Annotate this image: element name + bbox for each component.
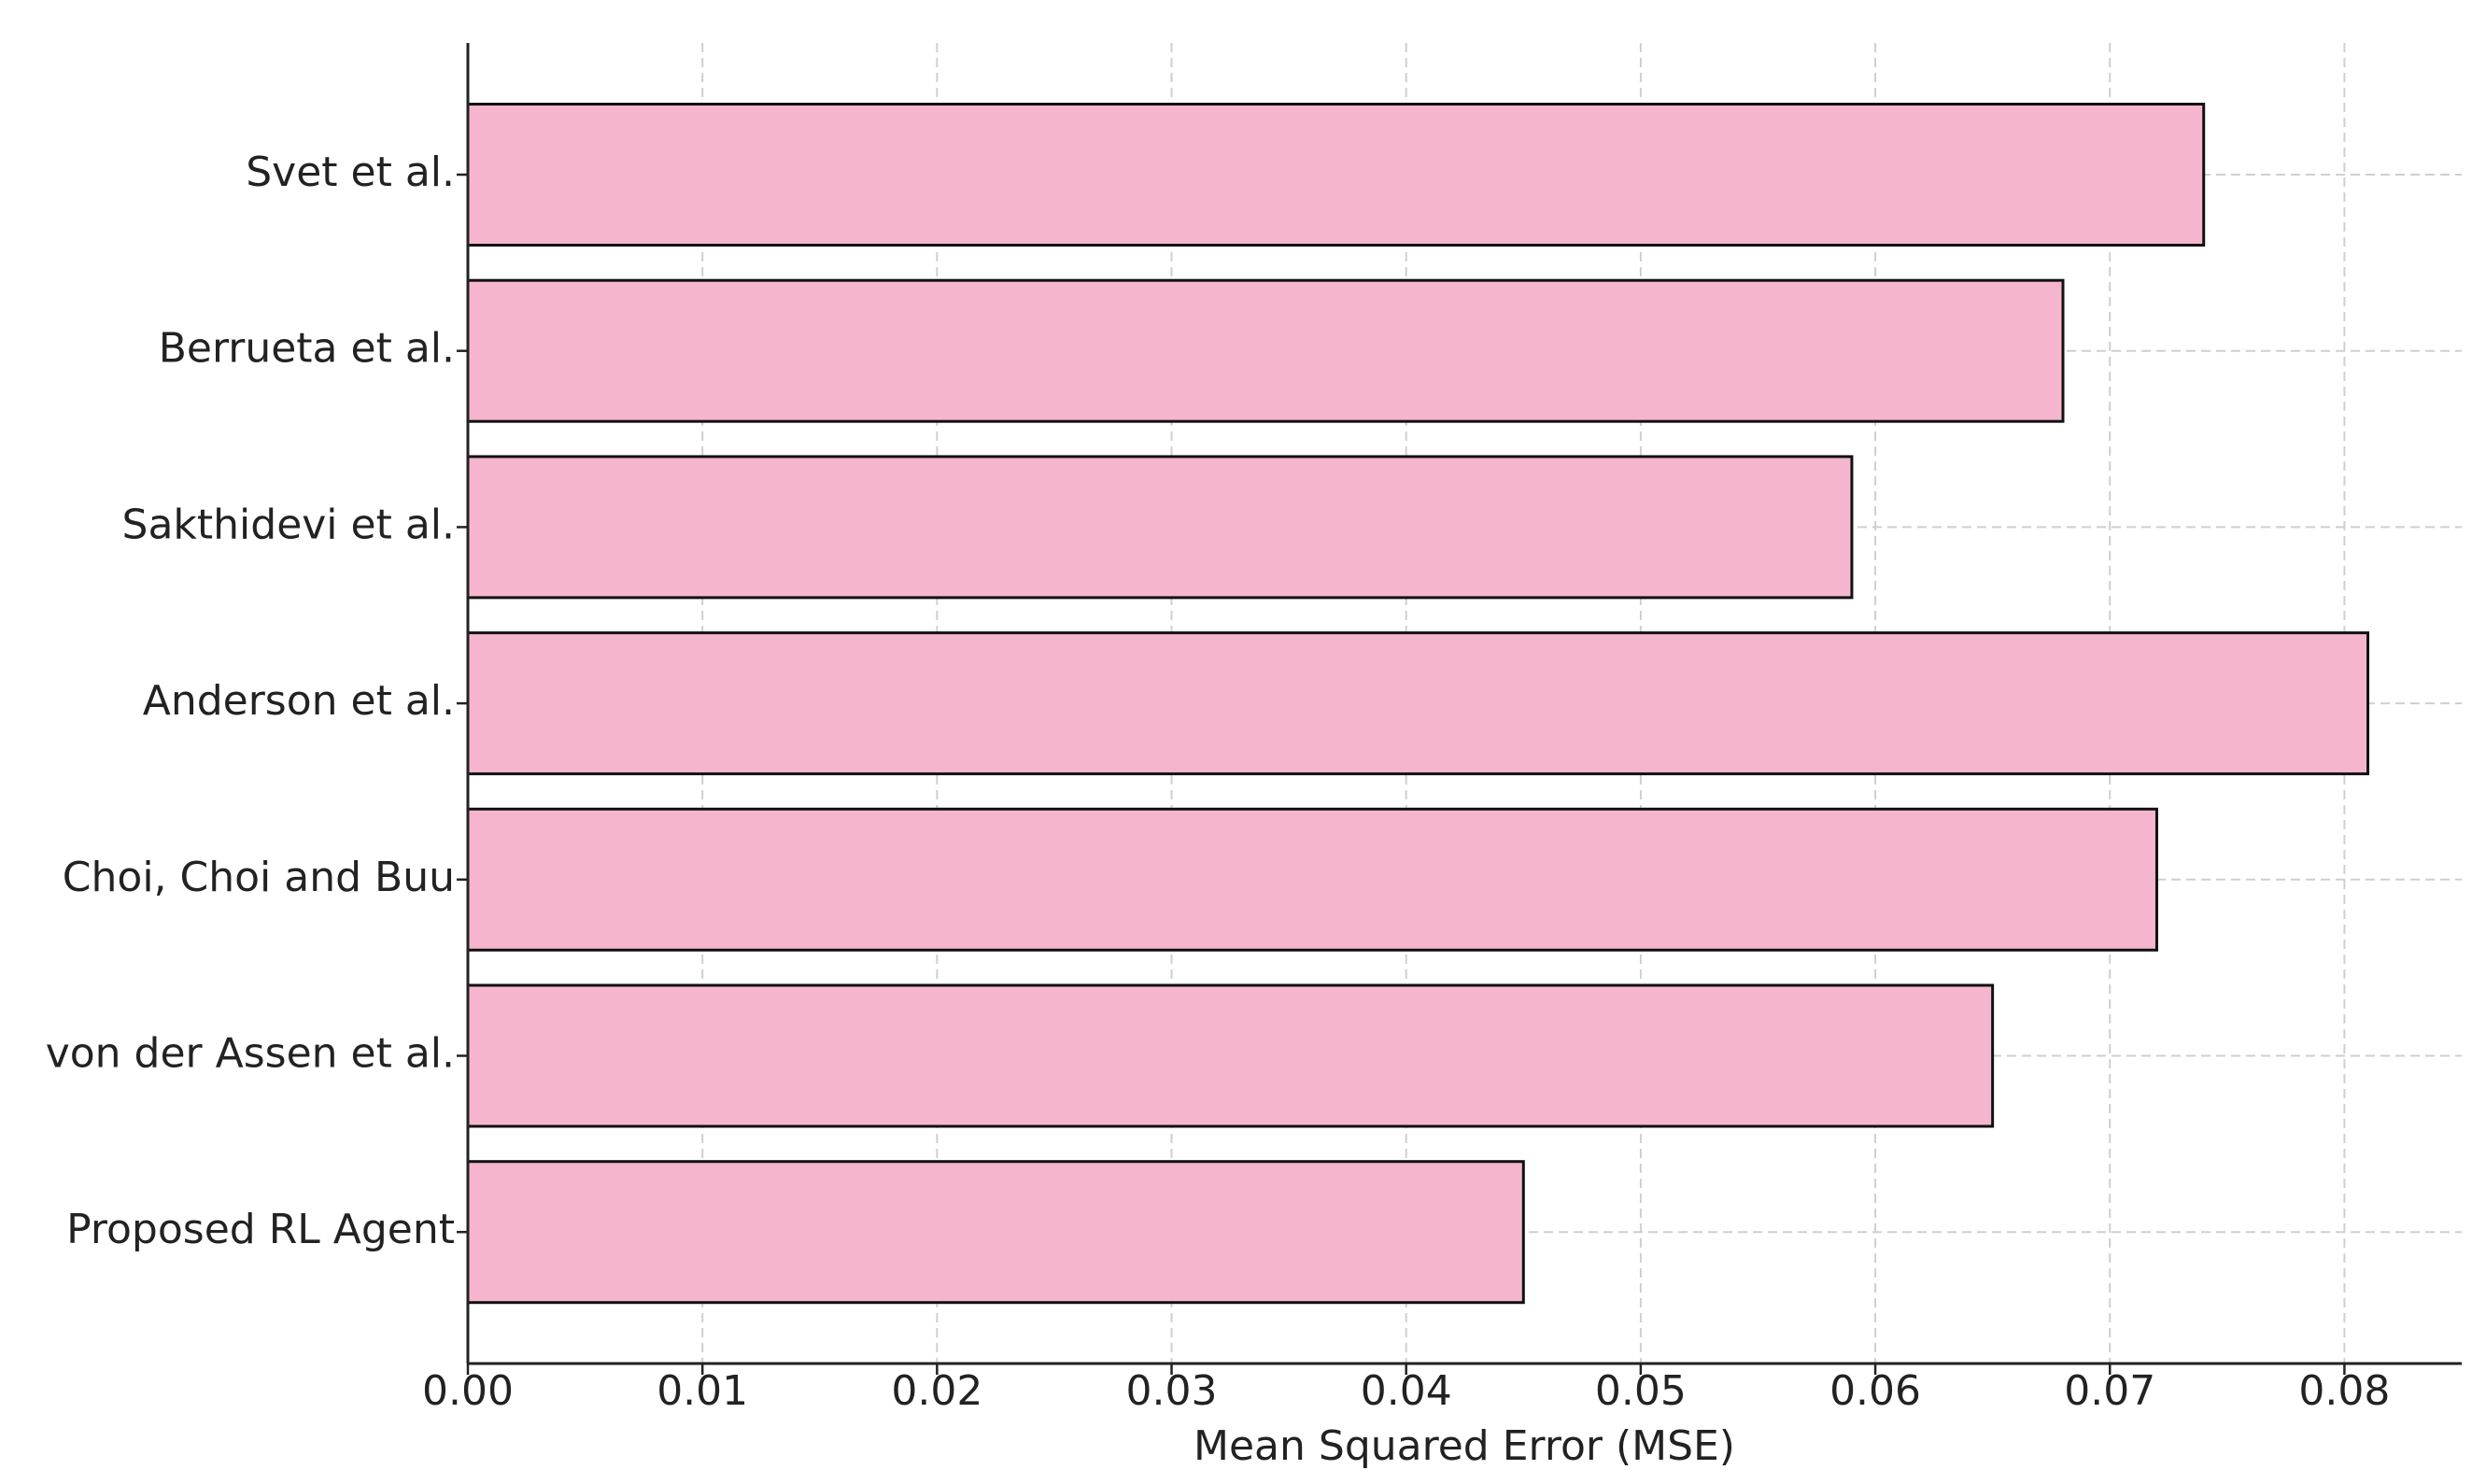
y-tick-label: von der Assen et al. bbox=[46, 1030, 455, 1078]
x-tick-label: 0.06 bbox=[1829, 1367, 1921, 1415]
x-tick-label: 0.07 bbox=[2064, 1367, 2155, 1415]
y-tick-label: Proposed RL Agent bbox=[66, 1206, 455, 1253]
y-tick-label: Svet et al. bbox=[246, 148, 455, 196]
x-tick-label: 0.03 bbox=[1126, 1367, 1218, 1415]
bar bbox=[466, 807, 2158, 952]
y-tick-label: Choi, Choi and Buu bbox=[63, 854, 455, 901]
y-tick-label: Berrueta et al. bbox=[159, 325, 455, 373]
bar bbox=[466, 278, 2065, 423]
bar bbox=[466, 631, 2370, 776]
bar bbox=[466, 1160, 1525, 1305]
x-tick-label: 0.00 bbox=[422, 1367, 514, 1415]
x-tick-label: 0.05 bbox=[1595, 1367, 1687, 1415]
x-tick-label: 0.04 bbox=[1361, 1367, 1452, 1415]
y-tick-label: Sakthidevi et al. bbox=[122, 501, 455, 548]
y-tick-label: Anderson et al. bbox=[143, 677, 455, 725]
bar bbox=[466, 455, 1854, 600]
x-tick-label: 0.02 bbox=[891, 1367, 982, 1415]
bar bbox=[466, 983, 1995, 1128]
x-tick-label: 0.08 bbox=[2298, 1367, 2390, 1415]
x-axis-label: Mean Squared Error (MSE) bbox=[1194, 1422, 1735, 1470]
bar bbox=[466, 103, 2206, 247]
x-tick-label: 0.01 bbox=[657, 1367, 748, 1415]
